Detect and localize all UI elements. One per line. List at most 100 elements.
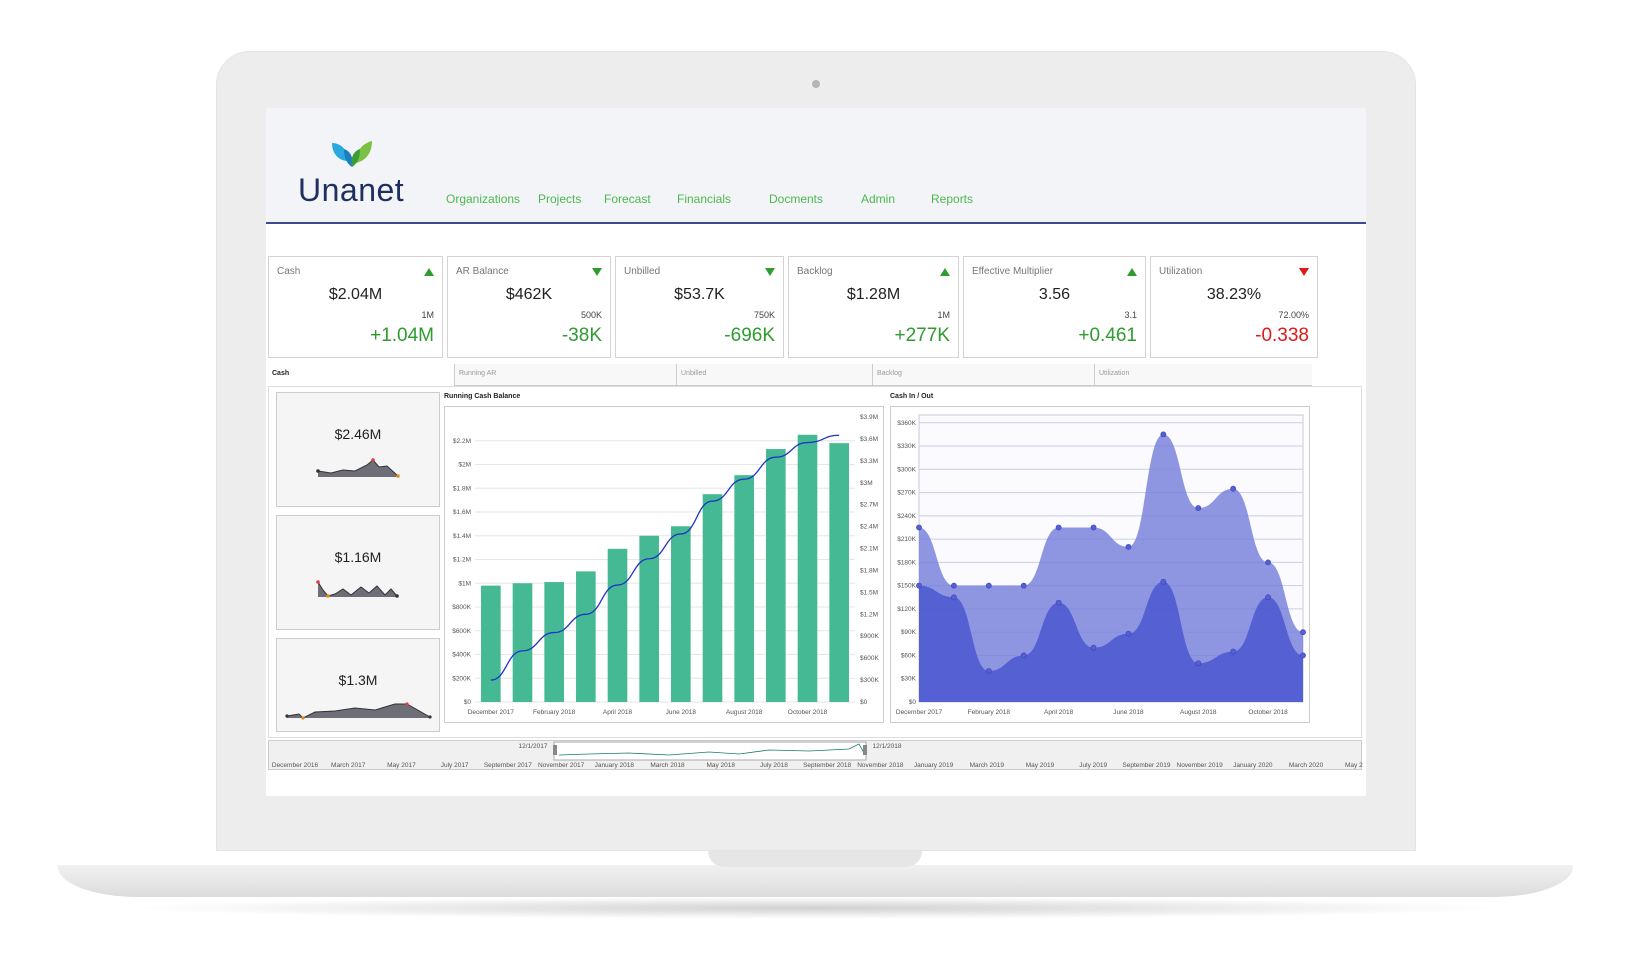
bar [639,535,659,702]
kpi-target: 750K [753,310,775,320]
data-point [916,524,922,531]
bar [766,449,786,702]
timeline-tick-label: January 2018 [595,762,635,769]
mini-card[interactable]: $1.16M [276,515,440,630]
nav-reports[interactable]: Reports [931,192,974,206]
tab-cash[interactable]: Cash [268,364,454,386]
data-point [1230,648,1237,655]
mini-card-value: $1.16M [334,549,382,565]
y-tick-label: $1.6M [453,509,471,516]
unanet-logo-icon [332,141,372,167]
kpi-card-ar-balance[interactable]: AR Balance $462K 500K -38K [447,256,611,358]
tab-unbilled[interactable]: Unbilled [676,364,872,386]
chart-title-running-cash: Running Cash Balance [444,393,521,400]
sparkline [285,702,432,720]
kpi-target: 500K [580,310,602,320]
mini-card[interactable]: $2.46M [276,392,440,507]
tab-utilization[interactable]: Utilization [1094,364,1312,386]
data-point [985,582,992,589]
kpi-card-backlog[interactable]: Backlog $1.28M 1M +277K [788,256,959,358]
data-point [1090,644,1097,651]
kpi-delta: -696K [724,325,775,346]
mini-card[interactable]: $1.3M [276,638,440,732]
timeline-range-selector[interactable]: 12/1/2017 12/1/2018 December 2016 March 201… [268,740,1366,770]
kpi-delta: +277K [894,325,950,346]
x-tick-label: October 2018 [788,709,828,716]
y-tick-label: $1.8M [453,485,471,492]
y2-tick-label: $3M [860,480,873,487]
nav-documents[interactable]: Docments [769,192,824,206]
mini-card-value: $1.3M [338,672,378,688]
chart-title-cash-in-out: Cash In / Out [890,393,934,400]
y2-tick-label: $3.3M [860,458,878,465]
x-tick-label: August 2018 [1180,709,1217,716]
data-point [1125,630,1132,637]
y-tick-label: $180K [897,559,916,566]
data-point [1020,652,1027,659]
timeline-tick-label: September 2019 [1122,762,1170,769]
kpi-card-unbilled[interactable]: Unbilled $53.7K 750K -696K [615,256,784,358]
bar-chart-svg: $0 $200K $400K $600K $800K $1M $1.2M $1.4M $1.6M… [452,414,879,716]
laptop-base [58,865,1573,897]
cash-tab-panel: $2.46M $1.16M $1.3M [268,386,1362,738]
y2-tick-label: $600K [860,655,879,662]
tab-backlog[interactable]: Backlog [872,364,1094,386]
range-end-label: 12/1/2018 [873,743,902,750]
bar [671,526,691,702]
range-handle-left [553,745,557,755]
y2-tick-label: $2.7M [860,502,878,509]
tab-running-ar[interactable]: Running AR [454,364,676,386]
data-point [1300,629,1306,636]
bar [702,494,723,702]
y2-tick-label: $0 [860,699,868,706]
data-point [951,582,957,589]
timeline-tick-label: July 2019 [1079,762,1107,769]
nav-forecast[interactable]: Forecast [604,192,651,206]
nav-organizations[interactable]: Organizations [446,192,521,206]
kpi-value: $462K [505,286,553,303]
y-tick-label: $200K [452,675,471,682]
timeline-tick-label: March 2018 [650,762,685,769]
nav-financials[interactable]: Financials [677,192,732,206]
y2-tick-label: $1.8M [860,567,878,574]
sparkline [316,458,400,478]
kpi-card-effective-multiplier[interactable]: Effective Multiplier 3.56 3.1 +0.461 [963,256,1146,358]
kpi-delta: -38K [561,325,602,346]
kpi-delta: +0.461 [1078,325,1137,346]
area-chart-svg: $0 $30K $60K $90K $120K $150K $180K $210K $240K $… [896,414,1306,716]
data-point [1020,582,1027,589]
timeline-tick-label: March 2019 [970,762,1005,769]
timeline-tick-label: July 2018 [760,762,788,769]
bar [512,583,533,702]
kpi-card-cash[interactable]: Cash $2.04M 1M +1.04M [268,256,443,358]
y2-tick-label: $1.2M [860,611,878,618]
trend-up-icon [1127,268,1137,276]
y-tick-label: $400K [452,652,471,659]
kpi-card-utilization[interactable]: Utilization 38.23% 72.00% -0.338 [1150,256,1318,358]
kpi-delta: +1.04M [370,325,434,346]
timeline-tick-label: November 2019 [1177,762,1224,769]
nav-admin[interactable]: Admin [861,192,896,206]
kpi-value: 3.56 [1038,286,1071,303]
data-point [1265,594,1271,601]
bar [734,475,754,702]
y-tick-label: $90K [901,629,917,636]
data-point [1055,599,1062,606]
y-tick-label: $210K [897,536,916,543]
x-tick-label: February 2018 [533,709,576,716]
nav-projects[interactable]: Projects [538,192,582,206]
laptop-shadow [120,897,1510,919]
data-point [1055,524,1062,531]
bar [576,571,596,702]
timeline-tick-label: May 2019 [1026,762,1055,769]
kpi-value: $2.04M [328,286,383,303]
kpi-target: 1M [937,310,950,320]
dashboard-tabs: Cash Running AR Unbilled Backlog Utiliza… [268,364,1362,386]
trend-up-icon [940,268,950,276]
data-point [985,668,992,674]
x-tick-label: June 2018 [1113,709,1144,716]
trend-down-icon [765,268,775,276]
bar [544,582,564,702]
y-tick-label: $120K [897,606,916,613]
